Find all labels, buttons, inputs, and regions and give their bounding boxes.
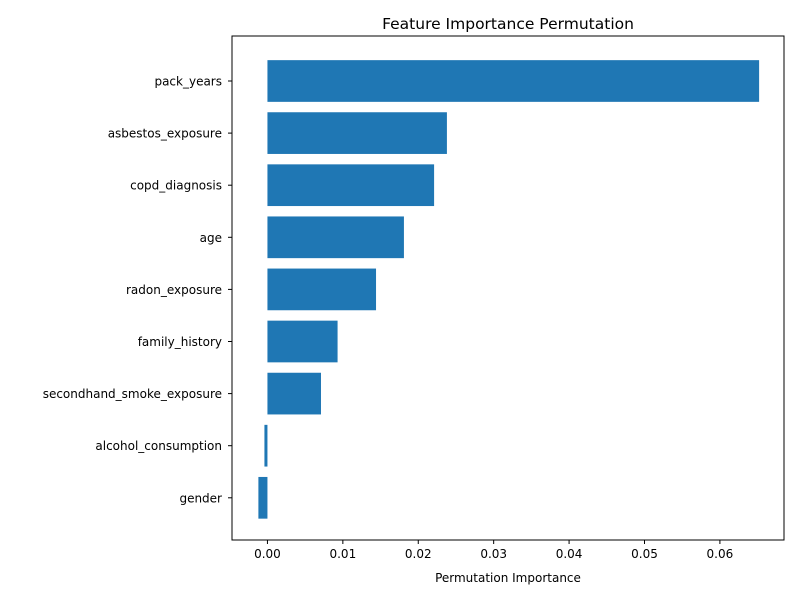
x-tick-label: 0.06	[707, 547, 734, 561]
x-tick-label: 0.01	[329, 547, 356, 561]
bar-asbestos_exposure	[267, 112, 447, 154]
bar-age	[267, 216, 404, 259]
y-tick-label: asbestos_exposure	[108, 127, 222, 141]
y-axis: pack_years asbestos_exposure copd_diagnosi…	[43, 75, 232, 505]
x-tick-label: 0.00	[254, 547, 281, 561]
x-tick-label: 0.04	[556, 547, 583, 561]
chart-title: Feature Importance Permutation	[382, 15, 634, 33]
y-tick-label: secondhand_smoke_exposure	[43, 387, 222, 401]
bar-pack_years	[267, 60, 760, 102]
bar-family_history	[267, 320, 338, 363]
bar-radon_exposure	[267, 268, 377, 311]
x-tick-label: 0.05	[631, 547, 658, 561]
y-tick-label: pack_years	[154, 75, 222, 89]
bars-layer	[258, 60, 760, 519]
bar-alcohol_consumption	[264, 424, 268, 467]
y-tick-label: age	[200, 231, 222, 245]
plot-frame	[231, 35, 785, 541]
x-tick-label: 0.03	[480, 547, 507, 561]
y-tick-label: alcohol_consumption	[95, 439, 222, 453]
y-tick-label: gender	[179, 491, 222, 505]
x-tick-label: 0.02	[405, 547, 432, 561]
y-tick-label: radon_exposure	[126, 283, 222, 297]
x-axis: 0.00 0.01 0.02 0.03 0.04 0.05 0.06	[254, 540, 733, 561]
y-tick-label: copd_diagnosis	[130, 179, 222, 193]
bar-copd_diagnosis	[267, 164, 435, 207]
bar-gender	[258, 476, 268, 519]
x-axis-title: Permutation Importance	[435, 571, 581, 585]
bar-secondhand_smoke_exposure	[267, 372, 321, 415]
y-tick-label: family_history	[138, 335, 222, 349]
